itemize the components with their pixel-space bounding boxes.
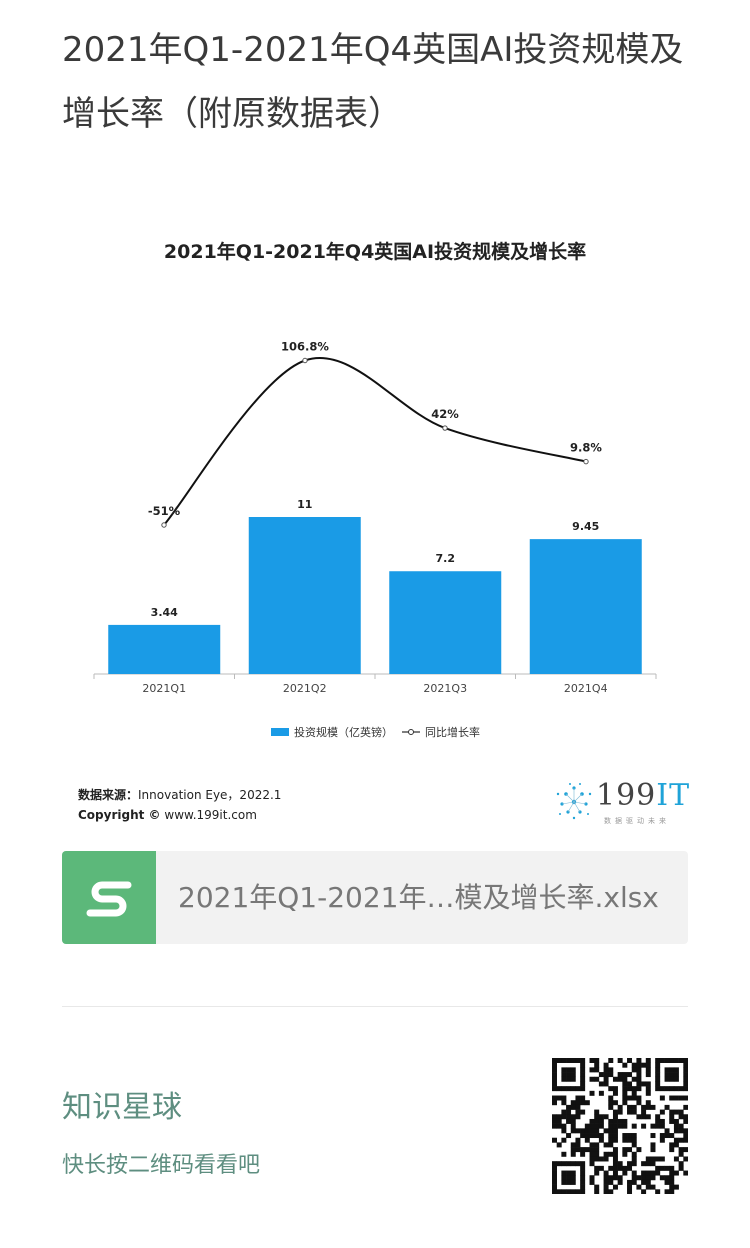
x-tick-label: 2021Q3 bbox=[423, 682, 467, 695]
growth-data-label: 106.8% bbox=[281, 340, 329, 354]
bar-data-label: 11 bbox=[297, 498, 312, 511]
legend-label-bar: 投资规模（亿英镑） bbox=[294, 725, 393, 739]
spreadsheet-s-icon bbox=[62, 851, 156, 944]
chart-card: 2021年Q1-2021年Q4英国AI投资规模及增长率 3.44 2021Q1 11 2… bbox=[62, 210, 689, 830]
legend-swatch-bar bbox=[271, 728, 289, 736]
growth-point bbox=[583, 458, 589, 465]
attachment-filename[interactable]: 2021年Q1-2021年…模及增长率.xlsx bbox=[178, 881, 659, 914]
bar-data-label: 3.44 bbox=[151, 606, 178, 619]
article-title: 2021年Q1-2021年Q4英国AI投资规模及增长率（附原数据表） bbox=[62, 30, 684, 134]
source-label: 数据来源： bbox=[78, 788, 139, 802]
brand-name: 199IT bbox=[596, 778, 691, 813]
divider bbox=[62, 1006, 688, 1007]
bar bbox=[389, 571, 502, 674]
dandelion-logo-icon bbox=[556, 783, 592, 820]
growth-point bbox=[161, 522, 167, 528]
source-block: 数据来源：Innovation Eye，2022.1 Copyright © w… bbox=[78, 785, 281, 825]
brand-tagline: 数据驱动未来 bbox=[604, 817, 670, 825]
chart-title: 2021年Q1-2021年Q4英国AI投资规模及增长率 bbox=[164, 240, 586, 263]
source-value: Innovation Eye，2022.1 bbox=[138, 788, 282, 802]
copyright-value: www.199it.com bbox=[164, 808, 257, 822]
planet-subtitle: 快长按二维码看看吧 bbox=[62, 1153, 261, 1178]
legend-label-line: 同比增长率 bbox=[425, 725, 480, 739]
x-tick-label: 2021Q4 bbox=[564, 682, 608, 695]
bar-data-label: 9.45 bbox=[572, 520, 599, 533]
qr-code-icon[interactable] bbox=[552, 1058, 688, 1194]
legend-swatch-marker bbox=[408, 729, 414, 735]
growth-line bbox=[163, 357, 587, 526]
growth-point bbox=[302, 357, 308, 364]
chart: 2021年Q1-2021年Q4英国AI投资规模及增长率 3.44 2021Q1 11 2… bbox=[93, 240, 657, 739]
attachment-card[interactable]: 2021年Q1-2021年…模及增长率.xlsx bbox=[62, 851, 688, 944]
growth-data-label: 42% bbox=[431, 407, 459, 421]
bar bbox=[248, 517, 361, 674]
growth-data-label: -51% bbox=[148, 504, 181, 518]
growth-data-label: 9.8% bbox=[570, 441, 602, 455]
bar-data-label: 7.2 bbox=[436, 552, 456, 565]
x-tick-label: 2021Q2 bbox=[283, 682, 327, 695]
x-tick-label: 2021Q1 bbox=[142, 682, 186, 695]
bar bbox=[529, 539, 642, 674]
growth-point bbox=[442, 425, 448, 431]
planet-title: 知识星球 bbox=[62, 1090, 182, 1125]
copyright-label: Copyright © bbox=[78, 808, 161, 822]
bar bbox=[108, 624, 221, 674]
brand-logo: 199IT 数据驱动未来 bbox=[552, 778, 689, 828]
